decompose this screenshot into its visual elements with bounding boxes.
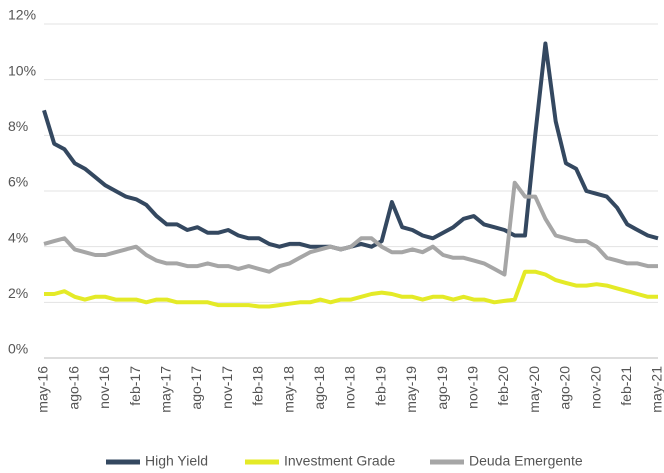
x-tick-label: may-21	[649, 366, 664, 413]
y-tick-label: 0%	[8, 341, 28, 357]
x-tick-label: ago-18	[311, 366, 327, 410]
series-line	[44, 269, 658, 309]
x-tick-label: may-20	[526, 366, 542, 413]
legend-label: Investment Grade	[284, 453, 395, 469]
x-tick-label: feb-17	[127, 366, 143, 406]
x-tick-label: nov-17	[219, 366, 235, 409]
x-tick-label: nov-16	[96, 366, 112, 409]
y-tick-label: 6%	[8, 174, 28, 190]
x-tick-label: nov-18	[342, 366, 358, 409]
x-tick-label: feb-20	[495, 366, 511, 406]
x-tick-label: may-17	[158, 366, 174, 413]
x-tick-label: may-16	[35, 366, 51, 413]
x-tick-label: may-18	[280, 366, 296, 413]
y-tick-label: 4%	[8, 229, 28, 245]
y-tick-label: 2%	[8, 285, 28, 301]
x-tick-label: ago-17	[188, 366, 204, 410]
x-tick-label: feb-18	[250, 366, 266, 406]
legend-label: High Yield	[145, 453, 208, 469]
series-line	[42, 41, 659, 252]
legend-label: Deuda Emergente	[469, 453, 583, 469]
x-tick-label: ago-20	[557, 366, 573, 410]
x-tick-label: nov-20	[587, 366, 603, 409]
x-tick-label: may-19	[403, 366, 419, 413]
y-tick-label: 12%	[8, 7, 36, 23]
x-tick-label: ago-19	[434, 366, 450, 410]
series-line	[43, 180, 658, 277]
x-tick-label: feb-21	[618, 366, 634, 406]
x-tick-label: ago-16	[65, 366, 81, 410]
x-tick-label: nov-19	[465, 366, 481, 409]
y-tick-label: 8%	[8, 118, 28, 134]
x-tick-label: feb-19	[372, 366, 388, 406]
y-tick-label: 10%	[8, 62, 36, 78]
